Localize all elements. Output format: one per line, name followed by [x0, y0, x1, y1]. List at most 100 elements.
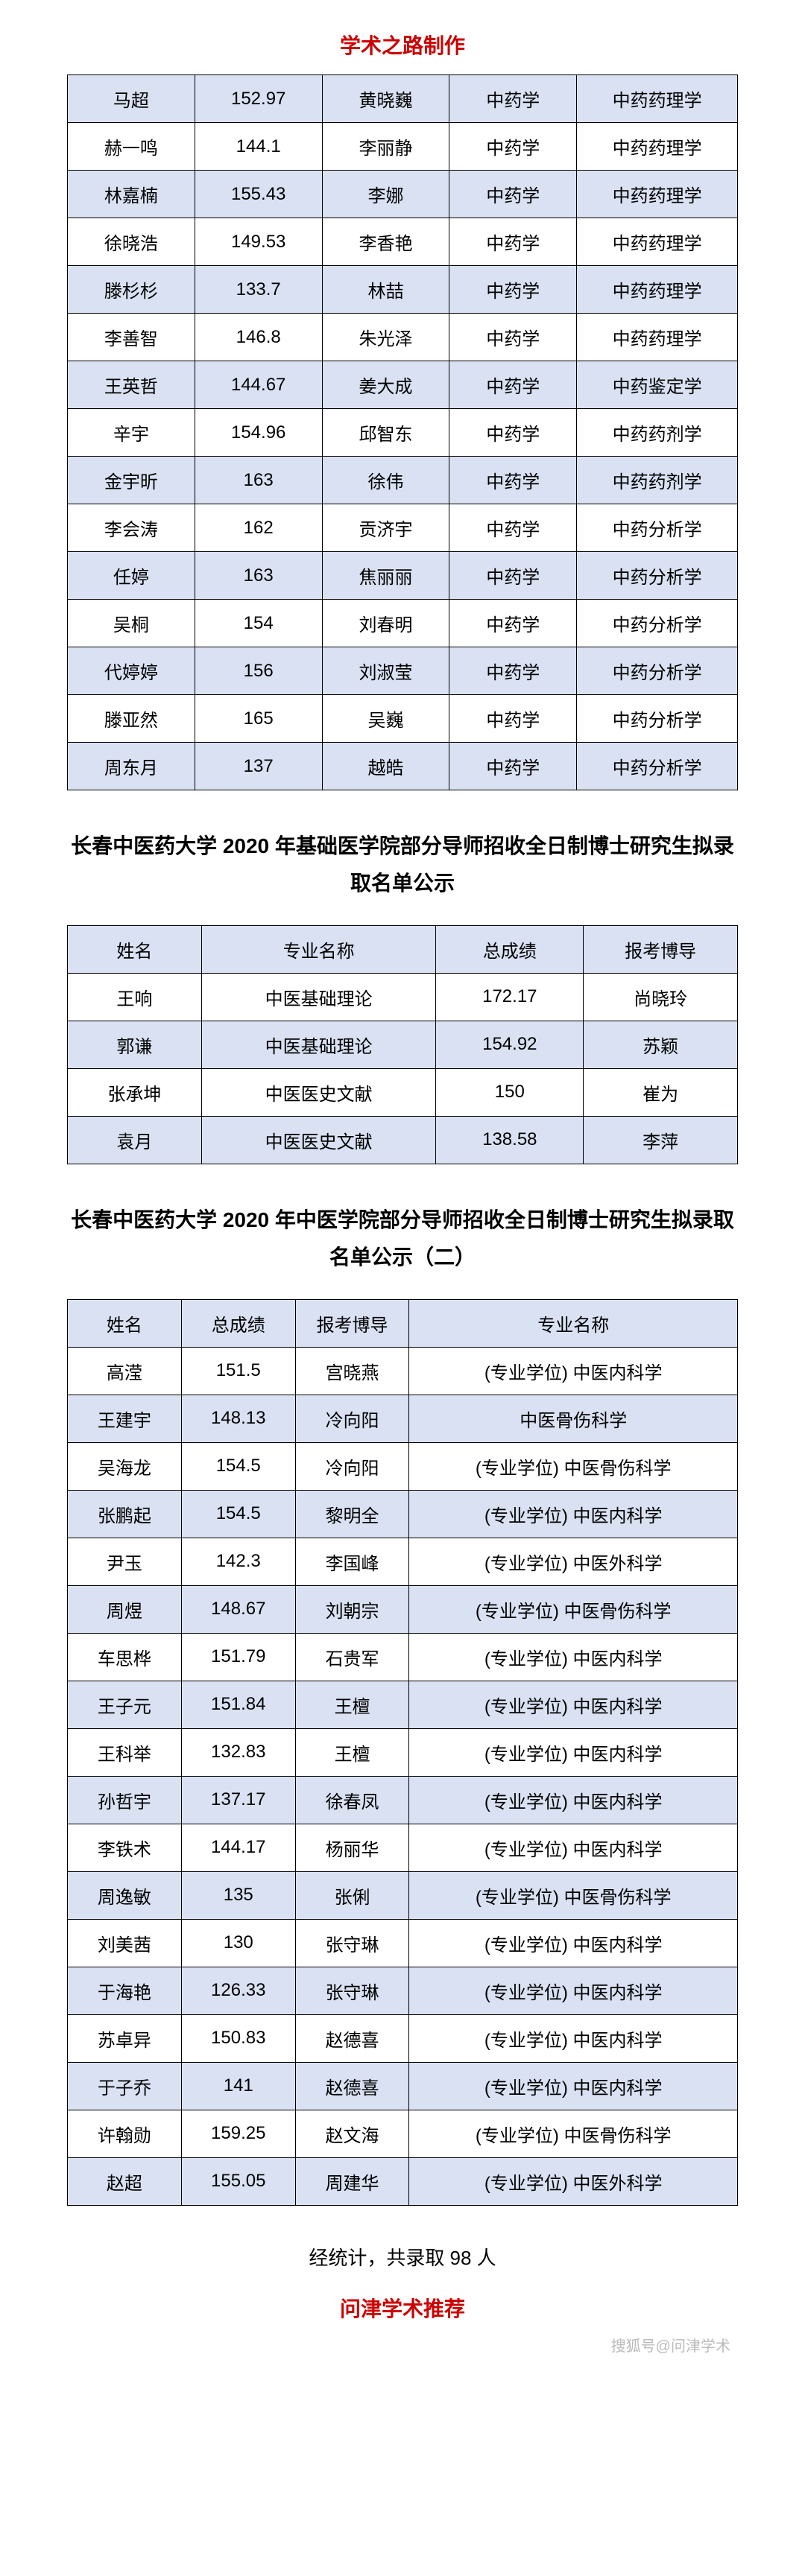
table-header-cell: 报考博导: [295, 1299, 409, 1347]
table-cell: 马超: [68, 75, 195, 123]
table-cell: 135: [181, 1871, 295, 1919]
table-cell: 144.17: [181, 1824, 295, 1871]
table-row: 李会涛162贡济宇中药学中药分析学: [68, 504, 738, 552]
table-cell: 李会涛: [68, 504, 195, 552]
table-cell: 中药药理学: [577, 171, 738, 218]
table-cell: 滕亚然: [68, 695, 195, 743]
table-cell: 151.84: [181, 1681, 295, 1728]
table-cell: (专业学位) 中医内科学: [409, 2014, 738, 2062]
table-cell: 宫晓燕: [295, 1347, 409, 1395]
table-cell: 中药分析学: [577, 647, 738, 695]
table-cell: 150.83: [181, 2014, 295, 2062]
table-cell: 146.8: [195, 314, 322, 361]
table-cell: (专业学位) 中医骨伤科学: [409, 2110, 738, 2157]
table-cell: 张承坤: [68, 1068, 202, 1116]
table-cell: 辛宇: [68, 409, 195, 457]
table-cell: 王英哲: [68, 361, 195, 409]
table-cell: (专业学位) 中医外科学: [409, 1538, 738, 1585]
table-row: 张鹏起154.5黎明全(专业学位) 中医内科学: [68, 1490, 738, 1538]
table-cell: 141: [181, 2062, 295, 2110]
table-cell: 代婷婷: [68, 647, 195, 695]
table-cell: 吴海龙: [68, 1442, 182, 1490]
table-cell: 154.96: [195, 409, 322, 457]
table-cell: 154.5: [181, 1490, 295, 1538]
table-cell: 中医医史文献: [201, 1116, 436, 1164]
table-row: 周煜148.67刘朝宗(专业学位) 中医骨伤科学: [68, 1585, 738, 1633]
table-row: 任婷163焦丽丽中药学中药分析学: [68, 552, 738, 600]
table-cell: 黎明全: [295, 1490, 409, 1538]
table-cell: 贡济宇: [322, 504, 449, 552]
table-cell: 越皓: [322, 743, 449, 790]
table-header-cell: 姓名: [68, 1299, 182, 1347]
table-cell: 中药学: [449, 361, 577, 409]
table-cell: 冷向阳: [295, 1442, 409, 1490]
table-header-cell: 总成绩: [436, 925, 584, 973]
table-cell: (专业学位) 中医内科学: [409, 2062, 738, 2110]
table-row: 吴海龙154.5冷向阳(专业学位) 中医骨伤科学: [68, 1442, 738, 1490]
table-cell: 金宇昕: [68, 457, 195, 504]
table-cell: 朱光泽: [322, 314, 449, 361]
table-row: 金宇昕163徐伟中药学中药药剂学: [68, 457, 738, 504]
table-cell: 中药分析学: [577, 600, 738, 647]
table-cell: 张守琳: [295, 1919, 409, 1967]
table-cell: 中药药理学: [577, 218, 738, 266]
table-cell: 159.25: [181, 2110, 295, 2157]
table-cell: (专业学位) 中医外科学: [409, 2157, 738, 2205]
table-cell: 周煜: [68, 1585, 182, 1633]
table-cell: 苏颖: [584, 1021, 738, 1068]
table-cell: 李娜: [322, 171, 449, 218]
table-cell: 中药药理学: [577, 123, 738, 171]
table-cell: 任婷: [68, 552, 195, 600]
table-cell: 中医医史文献: [201, 1068, 436, 1116]
table-cell: 王科举: [68, 1728, 182, 1776]
table-row: 赵超155.05周建华(专业学位) 中医外科学: [68, 2157, 738, 2205]
table-cell: 石贵军: [295, 1633, 409, 1681]
table-row: 尹玉142.3李国峰(专业学位) 中医外科学: [68, 1538, 738, 1585]
table-cell: 162: [195, 504, 322, 552]
table-row: 王建宇148.13冷向阳中医骨伤科学: [68, 1395, 738, 1442]
table-pharmacy: 马超152.97黄晓巍中药学中药药理学赫一鸣144.1李丽静中药学中药药理学林嘉…: [67, 74, 738, 790]
table-cell: 王建宇: [68, 1395, 182, 1442]
table-basic-med: 姓名专业名称总成绩报考博导王响中医基础理论172.17尚晓玲郭谦中医基础理论15…: [67, 925, 738, 1164]
table-cell: (专业学位) 中医内科学: [409, 1967, 738, 2014]
table-row: 袁月中医医史文献138.58李萍: [68, 1116, 738, 1164]
table-header-row: 姓名专业名称总成绩报考博导: [68, 925, 738, 973]
table-cell: 中药学: [449, 218, 577, 266]
table-row: 王子元151.84王檀(专业学位) 中医内科学: [68, 1681, 738, 1728]
table-cell: 尹玉: [68, 1538, 182, 1585]
table-row: 周逸敏135张俐(专业学位) 中医骨伤科学: [68, 1871, 738, 1919]
table-cell: 张俐: [295, 1871, 409, 1919]
table-cell: 138.58: [436, 1116, 584, 1164]
table-cell: 尚晓玲: [584, 973, 738, 1021]
table-cell: 焦丽丽: [322, 552, 449, 600]
table-cell: 中医基础理论: [201, 1021, 436, 1068]
table-cell: 151.5: [181, 1347, 295, 1395]
table-cell: 137.17: [181, 1776, 295, 1824]
table-cell: 于海艳: [68, 1967, 182, 2014]
table-row: 王响中医基础理论172.17尚晓玲: [68, 973, 738, 1021]
footer-title: 问津学术推荐: [67, 2293, 738, 2323]
table-cell: 赫一鸣: [68, 123, 195, 171]
table-cell: 王檀: [295, 1681, 409, 1728]
table-row: 周东月137越皓中药学中药分析学: [68, 743, 738, 790]
table-header-cell: 专业名称: [409, 1299, 738, 1347]
table-cell: 苏卓异: [68, 2014, 182, 2062]
table-row: 郭谦中医基础理论154.92苏颖: [68, 1021, 738, 1068]
table-cell: 孙哲宇: [68, 1776, 182, 1824]
table-cell: 151.79: [181, 1633, 295, 1681]
table-cell: 冷向阳: [295, 1395, 409, 1442]
table-cell: 王子元: [68, 1681, 182, 1728]
table-row: 马超152.97黄晓巍中药学中药药理学: [68, 75, 738, 123]
table-cell: (专业学位) 中医内科学: [409, 1633, 738, 1681]
table-cell: 周建华: [295, 2157, 409, 2205]
table-row: 李善智146.8朱光泽中药学中药药理学: [68, 314, 738, 361]
table-cell: 中药分析学: [577, 552, 738, 600]
table-row: 高滢151.5宫晓燕(专业学位) 中医内科学: [68, 1347, 738, 1395]
table-row: 张承坤中医医史文献150崔为: [68, 1068, 738, 1116]
table-cell: 中药学: [449, 647, 577, 695]
table-cell: 中药学: [449, 171, 577, 218]
table-cell: 郭谦: [68, 1021, 202, 1068]
table-cell: (专业学位) 中医内科学: [409, 1681, 738, 1728]
table-row: 滕亚然165吴巍中药学中药分析学: [68, 695, 738, 743]
table-row: 车思桦151.79石贵军(专业学位) 中医内科学: [68, 1633, 738, 1681]
